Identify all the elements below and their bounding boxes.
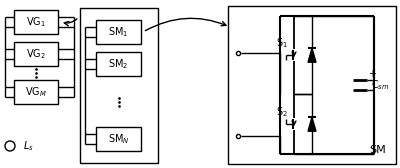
Text: S$_1$: S$_1$ (276, 36, 288, 50)
Text: VG$_2$: VG$_2$ (26, 47, 46, 61)
Text: $L_s$: $L_s$ (23, 139, 34, 153)
Bar (96, 52, 141, 76)
Text: C$_{sm}$: C$_{sm}$ (371, 78, 390, 92)
Bar (14, 10, 58, 34)
Polygon shape (308, 48, 316, 62)
Bar (80, 8, 158, 163)
Text: VG$_1$: VG$_1$ (26, 15, 46, 29)
Text: VG$_M$: VG$_M$ (25, 85, 47, 99)
Text: SM$_2$: SM$_2$ (108, 57, 129, 71)
Text: SM$_N$: SM$_N$ (108, 132, 129, 146)
Text: SM$_1$: SM$_1$ (108, 25, 129, 39)
Bar (96, 20, 141, 44)
Bar (228, 6, 396, 164)
Text: SM: SM (370, 145, 386, 155)
Polygon shape (308, 117, 316, 131)
Bar (14, 42, 58, 66)
Text: +: + (368, 69, 376, 79)
Text: S$_2$: S$_2$ (276, 105, 288, 119)
Bar (14, 80, 58, 104)
Bar (96, 127, 141, 151)
